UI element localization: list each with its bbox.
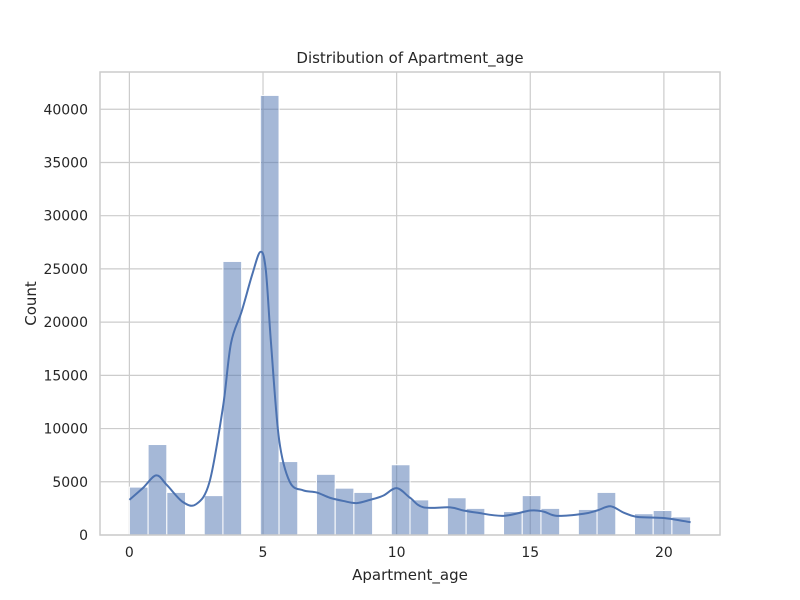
y-tick-label: 10000 xyxy=(43,422,88,438)
y-axis-label: Count xyxy=(22,281,40,326)
histogram-bar xyxy=(446,497,467,536)
histogram-bar xyxy=(652,510,673,536)
x-axis-label: Apartment_age xyxy=(352,566,468,585)
histogram-bar xyxy=(203,495,224,536)
histogram-bar xyxy=(315,473,336,536)
histogram-bar xyxy=(166,491,187,536)
histogram-bar xyxy=(390,464,411,536)
histogram-bar xyxy=(128,486,149,536)
y-tick-label: 0 xyxy=(79,528,88,544)
histogram-bar xyxy=(222,260,243,536)
x-tick-label: 5 xyxy=(259,545,268,561)
histogram-bar xyxy=(278,461,299,536)
histogram-bar xyxy=(521,495,542,536)
histogram-bar xyxy=(147,444,168,536)
y-tick-label: 15000 xyxy=(43,368,88,384)
kde-curve-group xyxy=(128,250,691,524)
chart-title: Distribution of Apartment_age xyxy=(296,49,523,68)
x-tick-label: 15 xyxy=(521,545,539,561)
x-tick-label: 10 xyxy=(388,545,406,561)
y-tick-label: 30000 xyxy=(43,209,88,225)
y-tick-label: 25000 xyxy=(43,262,88,278)
y-tick-label: 5000 xyxy=(52,475,88,491)
y-tick-label: 20000 xyxy=(43,315,88,331)
x-tick-labels: 0 5 10 15 20 xyxy=(125,545,673,561)
histogram-bar xyxy=(596,491,617,536)
histogram-bar xyxy=(334,487,355,536)
plot-frame xyxy=(99,71,721,536)
x-tick-label: 20 xyxy=(655,545,673,561)
y-tick-labels: 0 5000 10000 15000 20000 25000 30000 35000 40000 xyxy=(43,102,88,544)
kde-curve xyxy=(128,250,691,524)
histogram-bar xyxy=(353,491,374,536)
histogram-bars xyxy=(128,94,692,536)
x-tick-label: 0 xyxy=(125,545,134,561)
y-tick-label: 35000 xyxy=(43,155,88,171)
y-tick-label: 40000 xyxy=(43,102,88,118)
